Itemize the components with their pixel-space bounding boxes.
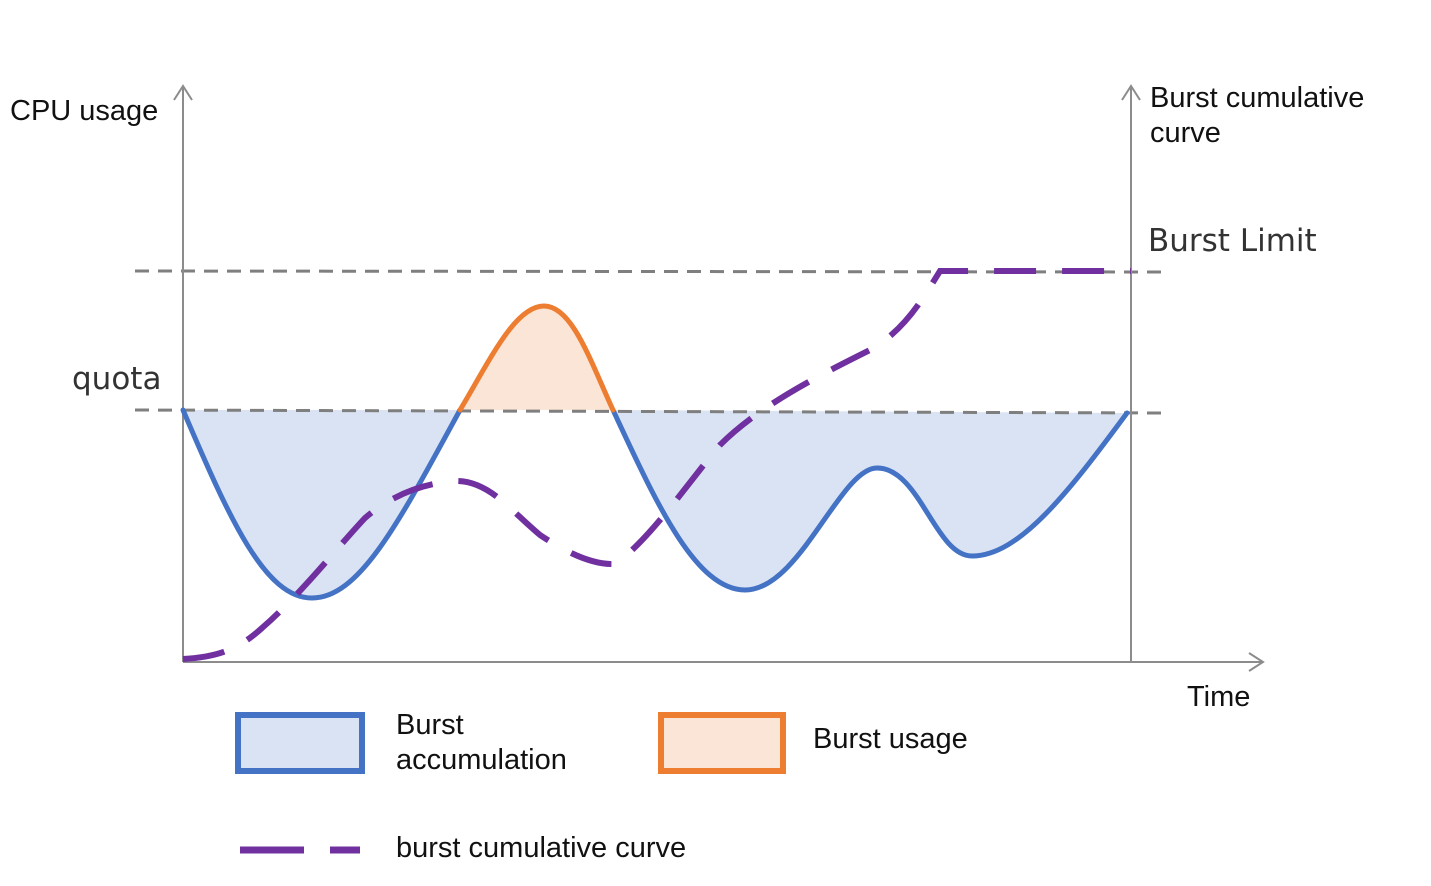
y-axis-left-label: CPU usage (10, 95, 158, 127)
burst-limit-label: Burst Limit (1148, 223, 1317, 259)
x-axis-label: Time (1187, 681, 1250, 713)
burst-usage-curve (457, 303, 616, 413)
x-axis-arrow (1248, 652, 1265, 672)
right-y-axis-arrow (1121, 84, 1141, 101)
legend: Burst accumulation Burst usage burst cum… (235, 709, 968, 864)
quota-label: quota (72, 361, 161, 397)
y-axis-right-label-line1: Burst cumulative (1150, 82, 1364, 114)
y-axis-right-label-line2: curve (1150, 117, 1221, 149)
legend-accumulation-label-line2: accumulation (396, 744, 567, 776)
legend-accumulation-label-line1: Burst (396, 709, 464, 741)
legend-cumulative-label: burst cumulative curve (396, 832, 686, 864)
legend-usage-swatch (658, 712, 786, 774)
cpu-usage-curve-left (180, 407, 463, 601)
burst-cumulative-curve (182, 268, 1131, 662)
legend-accumulation-swatch (235, 712, 365, 774)
left-y-axis-arrow (173, 84, 193, 101)
cpu-usage-curve-right (610, 407, 1130, 593)
quota-line (134, 408, 1169, 415)
legend-usage-label: Burst usage (813, 723, 968, 755)
burst-accumulation-area-2 (613, 410, 1127, 590)
